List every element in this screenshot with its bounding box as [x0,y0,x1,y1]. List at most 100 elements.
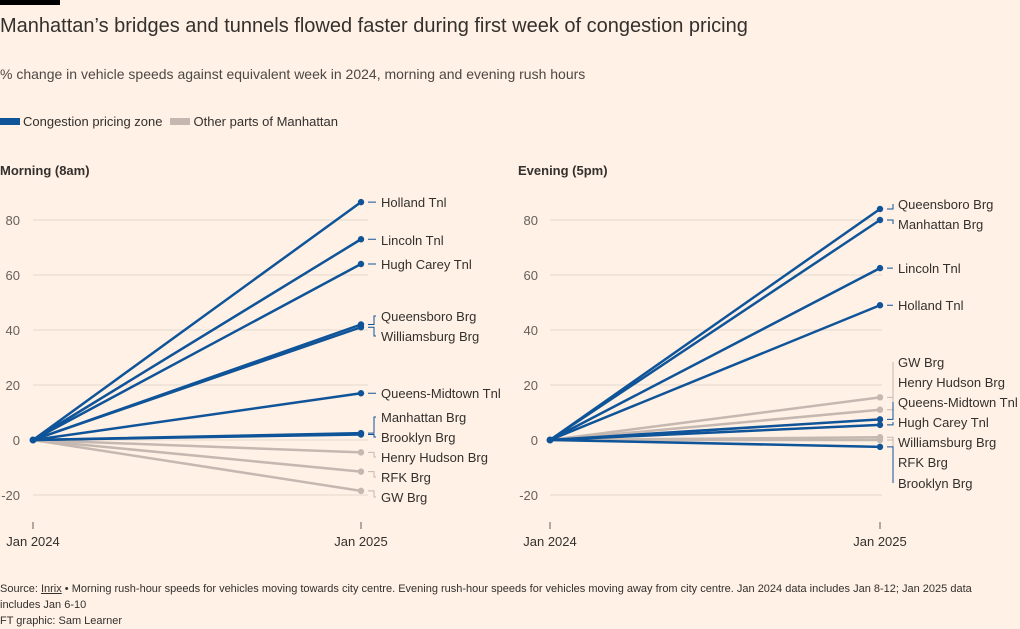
leader-line-hugh-carey-tnl [887,422,894,426]
series-label-queens-midtown-tnl: Queens-Midtown Tnl [381,386,501,401]
series-point-lincoln-tnl [357,236,365,243]
series-point-gw-brg [876,394,884,401]
series-line-hugh-carey-tnl [548,423,882,442]
series-label-manhattan-brg: Manhattan Brg [381,410,466,425]
series-label-hugh-carey-tnl: Hugh Carey Tnl [381,257,472,272]
series-line-queens-midtown-tnl [31,392,363,442]
series-line-brooklyn-brg [31,433,363,442]
series-point-hugh-carey-tnl [876,421,884,429]
origin-point [29,436,37,444]
series-point-queensboro-brg [876,205,884,213]
y-tick-label: 20 [524,378,538,393]
series-label-henry-hudson-brg: Henry Hudson Brg [898,375,1005,390]
series-label-holland-tnl: Holland Tnl [381,195,447,210]
series-line-holland-tnl [31,200,363,442]
series-point-holland-tnl [357,198,365,206]
legend-label-other: Other parts of Manhattan [193,114,339,129]
series-line-henry-hudson-brg [31,438,363,454]
series-point-brooklyn-brg [876,443,884,451]
source-note: Source: Inrix • Morning rush-hour speeds… [0,583,972,611]
y-tick-label: 40 [6,323,20,338]
series-label-rfk-brg: RFK Brg [898,455,948,470]
chart-panel-evening: Evening (5pm) 80 60 40 20 0 -20 Jan 2024 Jan 202… [518,163,1018,549]
series-line-queensboro-brg [548,207,882,442]
series-lines [548,205,884,451]
series-line-hugh-carey-tnl [31,262,363,442]
leader-line-gw-brg [368,490,376,498]
series-point-manhattan-brg [876,216,884,224]
leader-line-brooklyn-brg [368,434,376,438]
series-point-hugh-carey-tnl [357,260,365,268]
leader-line-brooklyn-brg [887,446,894,483]
y-tick-label: 80 [6,213,20,228]
series-label-brooklyn-brg: Brooklyn Brg [898,476,972,491]
leader-line-queens-midtown-tnl [887,402,894,420]
series-point-henry-hudson-brg [357,449,365,456]
footer: Source: Inrix • Morning rush-hour speeds… [0,581,1015,629]
series-label-holland-tnl: Holland Tnl [898,298,964,313]
series-label-gw-brg: GW Brg [898,355,944,370]
series-label-lincoln-tnl: Lincoln Tnl [381,233,444,248]
chart-panel-morning: Morning (8am) 80 60 40 20 0 -20 Jan 2024 Jan 202… [0,163,501,549]
y-tick-label: 0 [531,433,538,448]
series-point-gw-brg [357,487,365,495]
leader-line-henry-hudson-brg [887,382,894,411]
legend-label-zone: Congestion pricing zone [23,114,163,129]
series-line-lincoln-tnl [548,266,882,442]
leader-line-manhattan-brg [887,219,894,224]
y-tick-label: 60 [524,268,538,283]
series-line-manhattan-brg [548,218,882,442]
series-lines [31,198,365,495]
leader-line-queensboro-brg [887,204,894,210]
x-tick-label: Jan 2024 [6,534,60,549]
series-label-gw-brg: GW Brg [381,490,427,505]
series-label-brooklyn-brg: Brooklyn Brg [381,430,455,445]
panel-title: Evening (5pm) [518,163,608,178]
series-label-queensboro-brg: Queensboro Brg [898,197,993,212]
source-link[interactable]: Inrix [40,583,62,595]
chart-title: Manhattan’s bridges and tunnels flowed f… [0,15,748,37]
x-tick-label: Jan 2025 [334,534,388,549]
legend-swatch-other [170,118,191,125]
y-tick-label: 0 [13,433,20,448]
series-label-williamsburg-brg: Williamsburg Brg [381,329,479,344]
credit: FT graphic: Sam Learner [0,615,123,627]
leader-line-rfk-brg [368,471,376,478]
series-label-rfk-brg: RFK Brg [381,470,431,485]
leader-line-henry-hudson-brg [368,451,376,458]
y-tick-label: 40 [524,323,538,338]
series-line-holland-tnl [548,304,882,442]
series-point-rfk-brg [876,436,884,444]
y-tick-label: -20 [1,488,20,503]
y-tick-label: -20 [519,488,538,503]
panel-title: Morning (8am) [0,163,90,178]
leader-line-rfk-brg [887,439,894,462]
slope-charts: Morning (8am) 80 60 40 20 0 -20 Jan 2024 Jan 202… [0,163,1018,549]
series-line-williamsburg-brg [31,326,363,442]
series-point-holland-tnl [876,302,884,309]
series-label-lincoln-tnl: Lincoln Tnl [898,261,961,276]
leader-line-gw-brg [887,362,894,398]
series-point-brooklyn-brg [357,431,365,438]
brand-bar [0,0,60,5]
y-tick-label: 60 [6,268,20,283]
chart-subtitle: % change in vehicle speeds against equiv… [0,66,586,82]
series-point-queens-midtown-tnl [357,390,365,397]
leader-line-manhattan-brg [368,416,376,434]
y-tick-label: 80 [524,213,538,228]
legend-item-other: Other parts of Manhattan [170,114,338,129]
series-label-williamsburg-brg: Williamsburg Brg [898,435,996,450]
series-point-lincoln-tnl [876,264,884,272]
series-line-lincoln-tnl [31,238,363,442]
origin-point [546,436,554,444]
leader-line-queensboro-brg [368,315,376,325]
series-point-queens-midtown-tnl [876,416,884,423]
x-tick-label: Jan 2025 [853,534,907,549]
y-tick-label: 20 [6,378,20,393]
series-line-brooklyn-brg [548,438,882,449]
leader-line-williamsburg-brg [368,326,376,337]
series-label-queensboro-brg: Queensboro Brg [381,309,476,324]
series-point-williamsburg-brg [357,324,365,331]
series-line-rfk-brg [31,438,363,473]
series-line-gw-brg [548,396,882,442]
